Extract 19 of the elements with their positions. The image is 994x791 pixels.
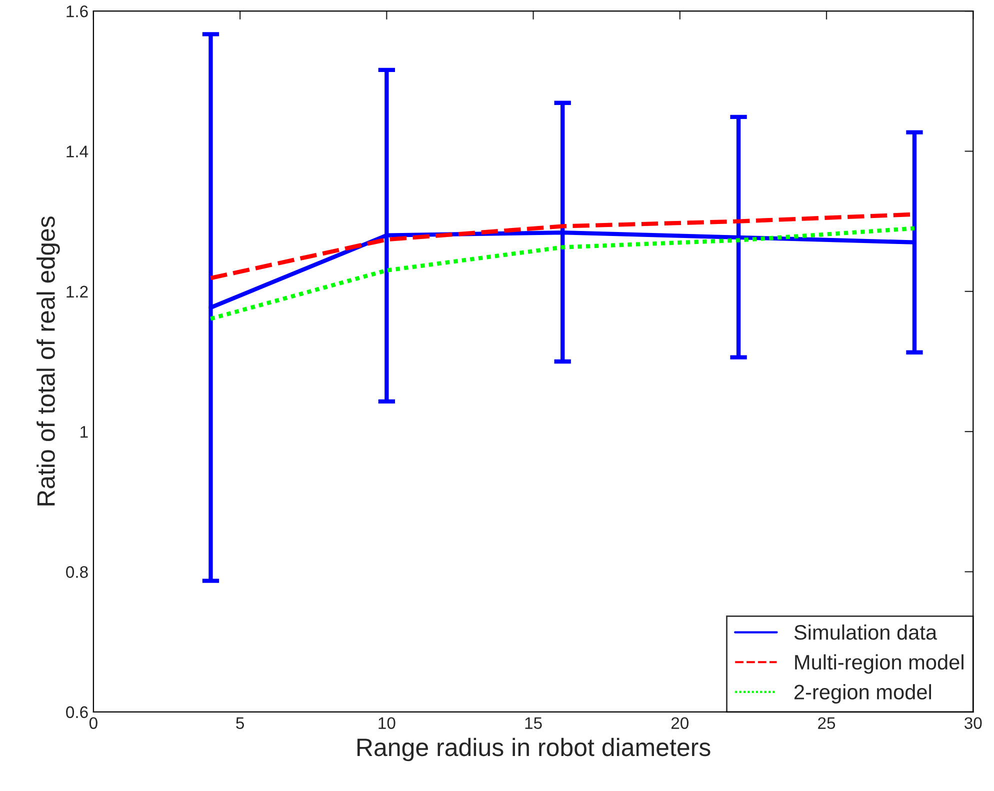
x-axis-title: Range radius in robot diameters bbox=[357, 738, 710, 762]
y-axis-title: Ratio of total of real edges bbox=[36, 216, 60, 506]
x-tick-label: 5 bbox=[236, 717, 244, 730]
x-tick-label: 25 bbox=[818, 717, 836, 730]
legend-label: 2-region model bbox=[794, 684, 932, 704]
x-tick-label: 30 bbox=[964, 717, 982, 730]
line-series bbox=[208, 226, 917, 321]
y-tick-label: 0.6 bbox=[66, 706, 88, 718]
y-tick-label: 1 bbox=[80, 426, 88, 438]
y-tick-label: 1.6 bbox=[66, 5, 88, 18]
x-tick-label: 0 bbox=[89, 717, 98, 730]
x-tick-label: 15 bbox=[525, 717, 542, 730]
y-tick-label: 1.4 bbox=[66, 146, 88, 158]
x-tick-label: 10 bbox=[378, 717, 396, 730]
legend-label: Simulation data bbox=[794, 624, 938, 640]
y-tick-label: 0.8 bbox=[66, 566, 88, 578]
y-tick-label: 1.2 bbox=[66, 286, 88, 298]
x-tick-label: 20 bbox=[671, 717, 689, 730]
legend-label: Multi-region model bbox=[795, 654, 964, 674]
